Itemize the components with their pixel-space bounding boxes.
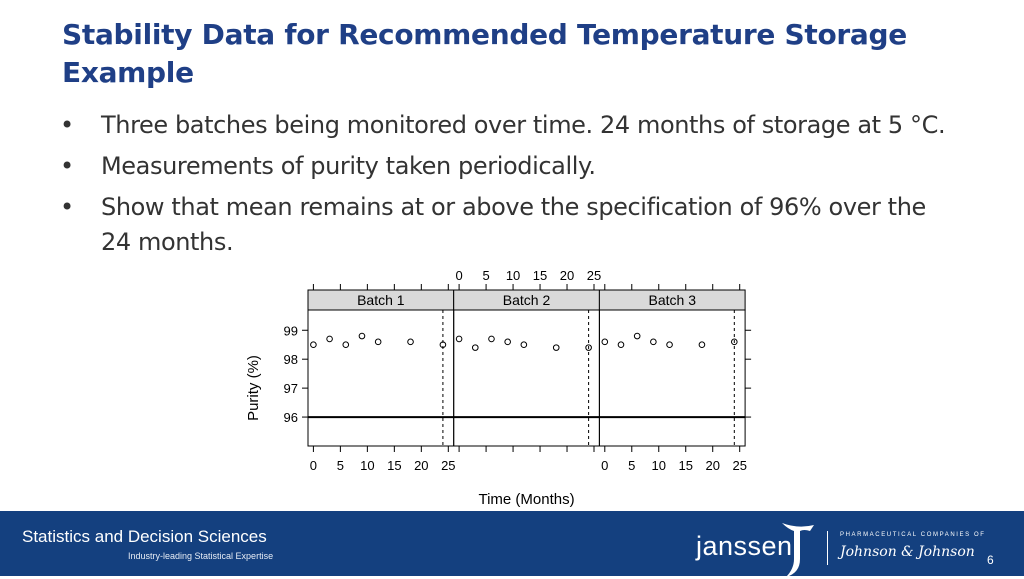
bullet-text: Three batches being monitored over time.…: [101, 111, 946, 139]
x-tick-label: 10: [652, 458, 666, 473]
department-tagline: Industry-leading Statistical Expertise: [128, 551, 274, 561]
x-tick-label: 20: [705, 458, 719, 473]
data-point: [358, 332, 366, 340]
page-number: 6: [987, 553, 994, 567]
bullet-marker: •: [60, 111, 74, 139]
x-tick-label: 15: [679, 458, 693, 473]
bullet-item: • Show that mean remains at or above the …: [60, 190, 960, 260]
bullet-item: • Measurements of purity taken periodical…: [60, 149, 960, 184]
x-tick-label: 5: [337, 458, 344, 473]
panel-frame: [453, 309, 600, 447]
slide-title: Stability Data for Recommended Temperatu…: [62, 18, 907, 89]
panel-frame: [307, 309, 455, 447]
y-axis-label: Purity (%): [245, 355, 262, 421]
footer-divider: [827, 531, 828, 565]
stability-chart: Batch 1 Batch 2 Batch 3 96 97 98 99 0 5 10 15 20 25 0…: [245, 268, 752, 508]
data-point: [520, 341, 528, 349]
x-tick-label: 15: [533, 268, 547, 283]
panel-strip-label: Batch 1: [357, 292, 405, 308]
data-point: [633, 332, 641, 340]
data-point: [310, 341, 317, 349]
data-point: [617, 341, 625, 349]
x-tick-label: 0: [601, 458, 608, 473]
y-tick-label: 99: [284, 323, 298, 338]
x-axis-label: Time (Months): [478, 491, 574, 508]
data-point: [504, 338, 511, 346]
x-tick-label: 10: [360, 458, 374, 473]
bullet-list: • Three batches being monitored over time…: [60, 108, 960, 266]
y-tick-label: 97: [284, 381, 298, 396]
janssen-logo: janssen: [696, 531, 793, 561]
data-point: [374, 338, 382, 346]
janssen-swoosh-icon: [782, 523, 814, 577]
data-point: [731, 338, 738, 346]
panel-strip-label: Batch 2: [503, 292, 551, 308]
bullet-text: Measurements of purity taken periodicall…: [101, 152, 596, 180]
x-tick-label: 25: [732, 458, 746, 473]
department-name: Statistics and Decision Sciences: [22, 527, 267, 546]
footer-bar: Statistics and Decision Sciences Industr…: [0, 511, 1024, 577]
data-point: [552, 344, 560, 351]
data-point: [488, 335, 495, 343]
data-point: [601, 338, 609, 346]
data-point: [439, 341, 447, 349]
data-point: [650, 338, 657, 346]
panel-frame: [598, 309, 746, 447]
panel-strip-label: Batch 3: [649, 292, 697, 308]
x-tick-label: 20: [560, 268, 574, 283]
x-tick-label: 0: [455, 268, 462, 283]
bullet-marker: •: [60, 193, 74, 221]
data-point: [666, 341, 673, 349]
x-tick-label: 0: [310, 458, 317, 473]
data-point: [326, 335, 333, 343]
x-tick-label: 10: [506, 268, 520, 283]
data-point: [342, 341, 350, 349]
x-tick-label: 25: [587, 268, 601, 283]
data-point: [407, 338, 414, 346]
y-tick-label: 96: [284, 410, 298, 425]
bullet-marker: •: [60, 152, 74, 180]
parent-label: PHARMACEUTICAL COMPANIES OF: [840, 532, 986, 538]
jnj-logo: Johnson & Johnson: [840, 544, 975, 560]
data-point: [585, 344, 592, 351]
y-tick-label: 98: [284, 352, 298, 367]
x-tick-label: 25: [441, 458, 455, 473]
x-tick-label: 20: [414, 458, 428, 473]
bullet-item: • Three batches being monitored over time…: [60, 108, 960, 143]
x-tick-label: 15: [387, 458, 401, 473]
x-tick-label: 5: [482, 268, 489, 283]
data-point: [698, 341, 706, 349]
x-tick-label: 5: [628, 458, 635, 473]
bullet-text: Show that mean remains at or above the s…: [101, 193, 926, 256]
data-point: [455, 335, 463, 343]
data-point: [471, 344, 479, 351]
